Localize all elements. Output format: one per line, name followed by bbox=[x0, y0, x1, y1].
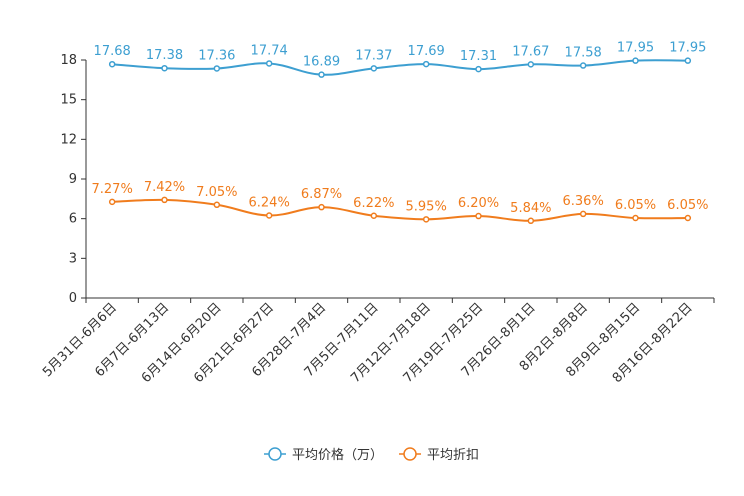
data-label: 5.95% bbox=[406, 199, 447, 214]
y-tick-label: 3 bbox=[69, 251, 77, 266]
data-label: 7.42% bbox=[144, 180, 185, 195]
data-point[interactable] bbox=[422, 60, 430, 68]
data-label: 16.89 bbox=[303, 55, 340, 70]
legend-item-1[interactable]: 平均折扣 bbox=[399, 447, 479, 463]
y-tick-label: 9 bbox=[69, 172, 77, 187]
y-tick-label: 12 bbox=[60, 132, 77, 147]
data-label: 6.05% bbox=[667, 198, 708, 213]
data-point[interactable] bbox=[475, 65, 482, 73]
data-point[interactable] bbox=[579, 62, 587, 69]
series-1: 7.27% 7.42% 7.05% 6.24% 6.87% 6.22% 5.95% 6.20%… bbox=[92, 180, 708, 225]
data-point[interactable] bbox=[527, 61, 535, 68]
data-point[interactable] bbox=[422, 216, 430, 223]
data-label: 17.68 bbox=[94, 44, 131, 59]
data-label: 17.38 bbox=[146, 48, 183, 63]
data-label: 7.27% bbox=[92, 182, 133, 197]
data-point[interactable] bbox=[265, 60, 273, 67]
series-layer: 17.68 17.38 17.36 17.74 16.89 17.37 17.69 17.31… bbox=[92, 41, 708, 225]
data-point[interactable] bbox=[108, 60, 116, 68]
data-point[interactable] bbox=[684, 214, 692, 222]
data-point[interactable] bbox=[213, 65, 221, 72]
series-line bbox=[112, 198, 688, 222]
data-point[interactable] bbox=[475, 212, 482, 220]
data-point[interactable] bbox=[318, 203, 325, 211]
legend-label: 平均价格（万） bbox=[292, 447, 383, 463]
y-tick-label: 15 bbox=[60, 93, 77, 108]
data-label: 6.87% bbox=[301, 187, 342, 202]
data-point[interactable] bbox=[684, 57, 692, 64]
data-point[interactable] bbox=[527, 217, 535, 225]
legend-marker-icon bbox=[403, 447, 417, 461]
data-point[interactable] bbox=[579, 210, 587, 218]
y-tick-label: 6 bbox=[69, 212, 77, 227]
data-point[interactable] bbox=[108, 198, 116, 206]
data-label: 17.58 bbox=[565, 46, 602, 61]
data-label: 7.05% bbox=[196, 185, 237, 200]
data-label: 17.37 bbox=[355, 48, 392, 63]
data-point[interactable] bbox=[632, 214, 639, 222]
data-label: 17.36 bbox=[198, 48, 235, 63]
legend-label: 平均折扣 bbox=[427, 448, 479, 463]
data-point[interactable] bbox=[632, 57, 639, 64]
data-label: 6.22% bbox=[353, 196, 394, 211]
series-0: 17.68 17.38 17.36 17.74 16.89 17.37 17.69 17.31… bbox=[94, 41, 706, 78]
y-tick-label: 0 bbox=[69, 291, 77, 306]
data-label: 17.67 bbox=[512, 44, 549, 59]
data-point[interactable] bbox=[318, 71, 325, 78]
legend-item-0[interactable]: 平均价格（万） bbox=[264, 447, 383, 463]
data-label: 5.84% bbox=[510, 201, 551, 216]
data-point[interactable] bbox=[265, 212, 273, 219]
data-label: 6.20% bbox=[458, 196, 499, 211]
data-point[interactable] bbox=[370, 65, 378, 72]
y-tick-label: 18 bbox=[60, 53, 77, 68]
data-point[interactable] bbox=[161, 196, 168, 204]
data-label: 6.36% bbox=[563, 194, 604, 209]
data-label: 17.74 bbox=[251, 43, 288, 58]
data-label: 6.05% bbox=[615, 198, 656, 213]
data-label: 6.24% bbox=[249, 195, 290, 210]
series-line bbox=[112, 59, 688, 76]
data-label: 17.31 bbox=[460, 49, 497, 64]
data-label: 17.95 bbox=[617, 41, 654, 56]
data-point[interactable] bbox=[370, 212, 378, 220]
data-label: 17.69 bbox=[408, 44, 445, 59]
chart-axes: 03691215185月31日-6月6日6月7日-6月13日6月14日-6月20… bbox=[40, 53, 715, 386]
chart-legend[interactable]: 平均价格（万） 平均折扣 bbox=[264, 447, 479, 463]
data-point[interactable] bbox=[213, 201, 221, 209]
legend-marker-icon bbox=[268, 447, 282, 461]
data-point[interactable] bbox=[161, 64, 168, 72]
data-label: 17.95 bbox=[669, 41, 706, 56]
